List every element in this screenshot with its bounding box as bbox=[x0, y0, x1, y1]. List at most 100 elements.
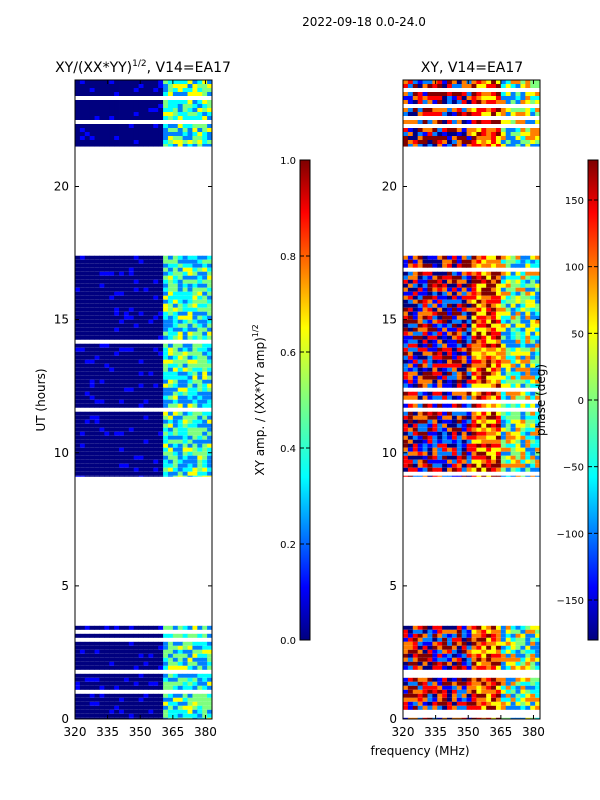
heatmap-cell bbox=[79, 263, 86, 268]
heatmap-cell bbox=[437, 347, 443, 352]
heatmap-cell bbox=[104, 108, 110, 112]
x-tick-label: 350 bbox=[129, 725, 152, 739]
heatmap-cell bbox=[75, 100, 81, 104]
heatmap-cell bbox=[476, 303, 482, 308]
heatmap-cell bbox=[461, 375, 467, 380]
heatmap-cell bbox=[530, 379, 536, 384]
heatmap-cell bbox=[202, 423, 208, 428]
heatmap-cell bbox=[99, 395, 105, 400]
heatmap-cell bbox=[158, 423, 164, 428]
heatmap-cell bbox=[535, 371, 541, 376]
heatmap-cell bbox=[500, 689, 507, 694]
heatmap-cell bbox=[427, 335, 433, 340]
heatmap-cell bbox=[138, 132, 144, 136]
heatmap-cell bbox=[505, 271, 512, 276]
heatmap-cell bbox=[158, 343, 164, 348]
heatmap-cell bbox=[500, 307, 507, 312]
heatmap-cell bbox=[153, 685, 159, 690]
heatmap-cell bbox=[505, 311, 512, 316]
heatmap-cell bbox=[515, 685, 521, 690]
right-plot-frame bbox=[402, 79, 541, 720]
heatmap-cell bbox=[407, 355, 414, 360]
heatmap-cell bbox=[447, 629, 453, 634]
heatmap-cell bbox=[128, 475, 135, 477]
heatmap-cell bbox=[510, 649, 516, 654]
heatmap-cell bbox=[520, 415, 526, 420]
heatmap-cell bbox=[167, 697, 174, 702]
heatmap-cell bbox=[163, 665, 169, 670]
heatmap-cell bbox=[177, 347, 184, 352]
heatmap-cell bbox=[99, 327, 105, 332]
heatmap-cell bbox=[515, 403, 521, 408]
heatmap-cell bbox=[403, 136, 409, 140]
heatmap-cell bbox=[143, 471, 149, 476]
heatmap-cell bbox=[520, 391, 526, 396]
heatmap-cell bbox=[94, 403, 100, 408]
heatmap-cell bbox=[192, 299, 198, 304]
heatmap-cell bbox=[84, 299, 91, 304]
heatmap-cell bbox=[177, 673, 184, 678]
heatmap-cell bbox=[520, 435, 526, 440]
heatmap-cell bbox=[520, 697, 526, 702]
heatmap-cell bbox=[133, 395, 139, 400]
heatmap-cell bbox=[495, 371, 502, 376]
heatmap-cell bbox=[148, 375, 154, 380]
heatmap-cell bbox=[172, 709, 179, 714]
heatmap-cell bbox=[192, 136, 198, 140]
heatmap-cell bbox=[187, 275, 193, 280]
heatmap-cell bbox=[412, 327, 419, 332]
heatmap-cell bbox=[491, 443, 497, 448]
heatmap-cell bbox=[412, 259, 419, 264]
heatmap-cell bbox=[197, 128, 203, 132]
heatmap-cell bbox=[407, 717, 414, 719]
heatmap-cell bbox=[104, 427, 110, 432]
heatmap-cell bbox=[104, 359, 110, 364]
heatmap-cell bbox=[104, 275, 110, 280]
heatmap-cell bbox=[486, 681, 492, 686]
heatmap-cell bbox=[471, 255, 477, 260]
heatmap-cell bbox=[432, 653, 438, 658]
heatmap-cell bbox=[192, 705, 198, 710]
heatmap-cell bbox=[138, 411, 144, 416]
heatmap-cell bbox=[407, 259, 414, 264]
heatmap-cell bbox=[427, 395, 433, 400]
heatmap-cell bbox=[133, 419, 139, 424]
heatmap-cell bbox=[476, 359, 482, 364]
heatmap-cell bbox=[535, 661, 541, 666]
heatmap-cell bbox=[432, 315, 438, 320]
heatmap-cell bbox=[510, 323, 516, 328]
heatmap-cell bbox=[138, 140, 144, 144]
heatmap-cell bbox=[476, 275, 482, 280]
heatmap-cell bbox=[451, 367, 458, 372]
heatmap-cell bbox=[427, 705, 433, 710]
heatmap-cell bbox=[89, 279, 95, 284]
heatmap-cell bbox=[432, 363, 438, 368]
heatmap-cell bbox=[182, 693, 188, 698]
heatmap-cell bbox=[510, 665, 516, 670]
heatmap-cell bbox=[403, 475, 409, 477]
heatmap-cell bbox=[177, 649, 184, 654]
heatmap-cell bbox=[138, 323, 144, 328]
heatmap-cell bbox=[123, 299, 130, 304]
heatmap-cell bbox=[495, 677, 502, 682]
heatmap-cell bbox=[407, 351, 414, 356]
heatmap-cell bbox=[84, 435, 91, 440]
heatmap-cell bbox=[182, 343, 188, 348]
heatmap-cell bbox=[187, 367, 193, 372]
heatmap-cell bbox=[163, 335, 169, 340]
heatmap-cell bbox=[138, 387, 144, 392]
heatmap-cell bbox=[437, 701, 443, 706]
heatmap-cell bbox=[197, 331, 203, 336]
heatmap-cell bbox=[133, 641, 139, 646]
heatmap-cell bbox=[427, 263, 433, 268]
heatmap-cell bbox=[177, 463, 184, 468]
heatmap-cell bbox=[163, 327, 169, 332]
heatmap-cell bbox=[495, 689, 502, 694]
heatmap-cell bbox=[99, 319, 105, 324]
heatmap-cell bbox=[89, 271, 95, 276]
heatmap-cell bbox=[84, 379, 91, 384]
heatmap-cell bbox=[167, 303, 174, 308]
heatmap-cell bbox=[128, 343, 135, 348]
heatmap-cell bbox=[442, 140, 448, 144]
heatmap-cell bbox=[481, 255, 487, 260]
